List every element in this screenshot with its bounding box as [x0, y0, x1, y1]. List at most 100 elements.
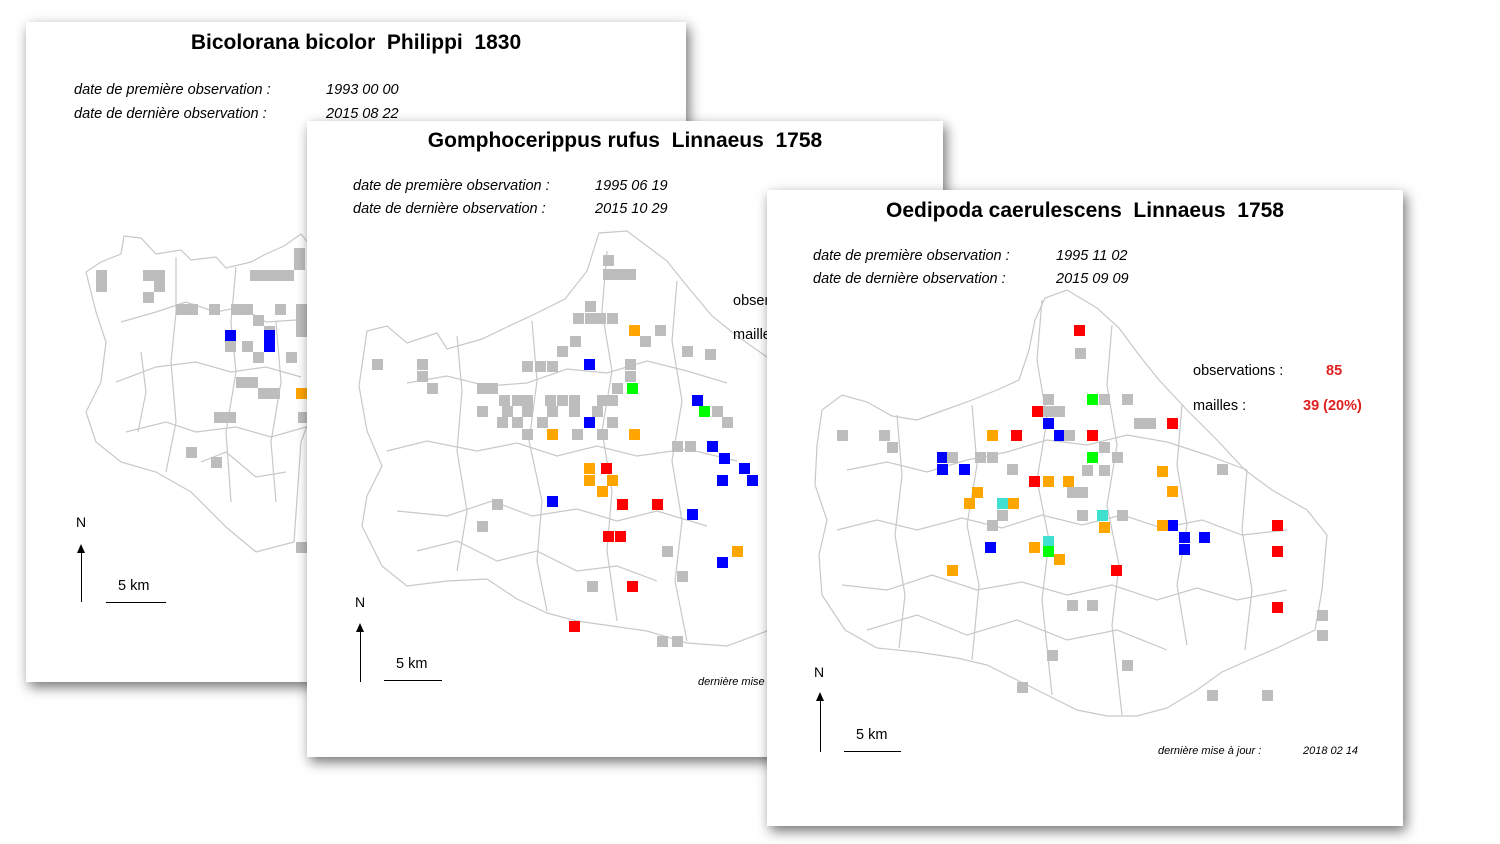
grid-cell-grey: [143, 292, 154, 303]
grid-cell-green: [627, 383, 638, 394]
grid-cell-grey: [597, 395, 608, 406]
grid-cell-grey: [572, 429, 583, 440]
grid-cell-grey: [1082, 465, 1093, 476]
grid-cell-red: [1272, 546, 1283, 557]
species-title: Bicolorana bicolor Philippi 1830: [190, 31, 522, 54]
map-card-oedipoda: Oedipoda caerulescens Linnaeus 1758 date…: [767, 190, 1403, 826]
grid-cell-blue: [707, 441, 718, 452]
first-observation-value: 1993 00 00: [326, 82, 399, 98]
grid-cell-green: [699, 406, 710, 417]
grid-cell-blue: [547, 496, 558, 507]
scale-bar: [844, 751, 901, 752]
grid-cell-blue: [1043, 418, 1054, 429]
grid-cell-orange: [547, 429, 558, 440]
grid-cell-red: [1029, 476, 1040, 487]
grid-cell-grey: [477, 521, 488, 532]
grid-cell-blue: [959, 464, 970, 475]
north-arrow-icon: [77, 544, 85, 553]
grid-cell-blue: [937, 464, 948, 475]
grid-cell-grey: [1043, 394, 1054, 405]
grid-cell-blue: [717, 557, 728, 568]
grid-cell-grey: [1077, 487, 1088, 498]
grid-cell-grey: [96, 281, 107, 292]
grid-cell-grey: [296, 542, 307, 553]
first-observation-value: 1995 06 19: [595, 178, 668, 194]
grid-cell-red: [615, 531, 626, 542]
grid-cell-grey: [597, 429, 608, 440]
grid-cell-orange: [1099, 522, 1110, 533]
grid-cell-grey: [1145, 418, 1156, 429]
grid-cell-grey: [372, 359, 383, 370]
grid-cell-red: [652, 499, 663, 510]
grid-cell-grey: [997, 510, 1008, 521]
grid-cell-grey: [261, 270, 272, 281]
grid-cell-grey: [603, 269, 614, 280]
grid-cell-orange: [296, 388, 307, 399]
grid-cell-grey: [211, 457, 222, 468]
observations-label: observations :: [1193, 363, 1284, 379]
grid-cell-grey: [677, 571, 688, 582]
species-title: Gomphocerippus rufus Linnaeus 1758: [427, 129, 823, 152]
grid-cell-orange: [1167, 486, 1178, 497]
scale-label: 5 km: [396, 656, 428, 672]
grid-cell-grey: [1112, 452, 1123, 463]
grid-cell-grey: [236, 377, 247, 388]
grid-cell-grey: [272, 270, 283, 281]
grid-cell-grey: [657, 636, 668, 647]
species-title: Oedipoda caerulescens Linnaeus 1758: [885, 199, 1284, 222]
grid-cell-grey: [522, 395, 533, 406]
grid-cell-grey: [1099, 394, 1110, 405]
grid-cell-blue: [1167, 520, 1178, 531]
grid-cell-orange: [1063, 476, 1074, 487]
last-observation-value: 2015 08 22: [326, 106, 399, 122]
grid-cell-grey: [705, 349, 716, 360]
grid-cell-grey: [682, 346, 693, 357]
north-label: N: [814, 664, 825, 680]
grid-cell-grey: [269, 388, 280, 399]
grid-cell-grey: [1117, 510, 1128, 521]
grid-cell-grey: [296, 326, 307, 337]
grid-cell-orange: [1054, 554, 1065, 565]
first-observation-value: 1995 11 02: [1056, 248, 1128, 264]
grid-cell-grey: [887, 442, 898, 453]
grid-cell-grey: [296, 304, 307, 315]
grid-cell-orange: [972, 487, 983, 498]
grid-cell-grey: [614, 269, 625, 280]
grid-cell-grey: [625, 371, 636, 382]
grid-cell-grey: [1317, 630, 1328, 641]
grid-cell-grey: [214, 412, 225, 423]
grid-cell-grey: [545, 395, 556, 406]
grid-cell-blue: [717, 475, 728, 486]
north-label: N: [76, 514, 87, 530]
distribution-map: [358, 230, 788, 647]
grid-cell-red: [1272, 602, 1283, 613]
grid-cell-grey: [296, 315, 307, 326]
grid-cell-grey: [492, 499, 503, 510]
grid-cell-orange: [607, 475, 618, 486]
grid-cell-cyan: [1043, 536, 1054, 547]
grid-cell-grey: [209, 304, 220, 315]
grid-cell-grey: [547, 406, 558, 417]
grid-cell-grey: [640, 336, 651, 347]
last-update-label: dernière mise à jour :: [1158, 745, 1262, 757]
grid-cell-grey: [585, 301, 596, 312]
grid-cell-grey: [603, 255, 614, 266]
grid-cell-orange: [964, 498, 975, 509]
scale-label: 5 km: [856, 727, 888, 743]
grid-cell-red: [1272, 520, 1283, 531]
grid-cell-orange: [1157, 466, 1168, 477]
last-observation-label: date de dernière observation :: [813, 271, 1006, 287]
grid-cell-grey: [547, 361, 558, 372]
grid-cell-grey: [1122, 660, 1133, 671]
grid-cell-red: [603, 531, 614, 542]
grid-cell-blue: [225, 330, 236, 341]
grid-cell-grey: [557, 395, 568, 406]
last-update-label: dernière mise: [698, 676, 765, 688]
grid-cell-orange: [947, 565, 958, 576]
first-observation-label: date de première observation :: [74, 82, 271, 98]
first-observation-label: date de première observation :: [813, 248, 1010, 264]
grid-cell-grey: [1122, 394, 1133, 405]
grid-cell-blue: [739, 463, 750, 474]
north-arrow-shaft: [81, 550, 82, 602]
north-arrow-shaft: [360, 629, 361, 682]
